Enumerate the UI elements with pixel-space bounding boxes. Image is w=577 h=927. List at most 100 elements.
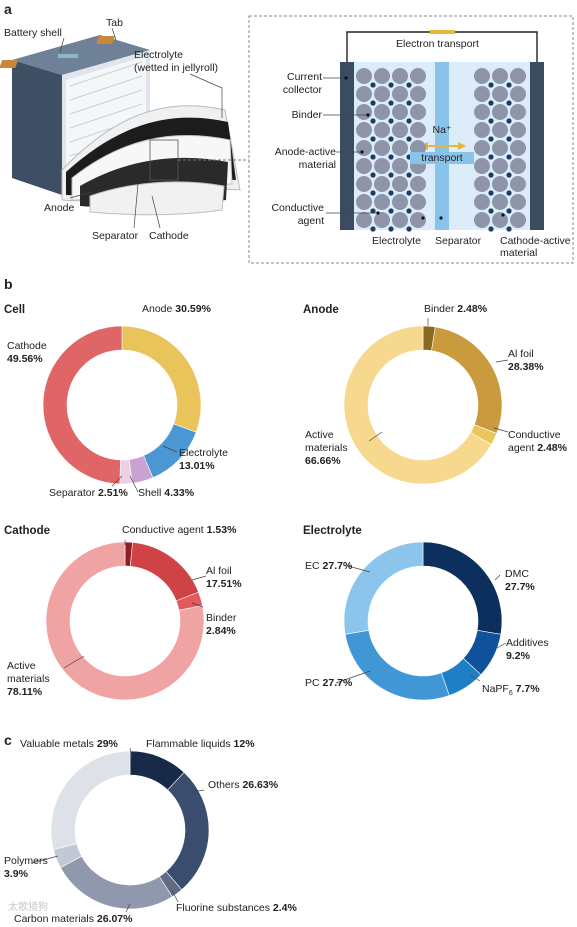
donut-slice-active-materials bbox=[343, 325, 492, 485]
title-cathode: Cathode bbox=[4, 525, 50, 537]
binder-dot bbox=[506, 190, 512, 196]
electrolyte-label-napf6: NaPF6 7.7% bbox=[482, 683, 540, 698]
anode-particle bbox=[374, 104, 390, 120]
donut-slice-carbon-materials bbox=[60, 855, 173, 910]
anode-particle bbox=[356, 104, 372, 120]
cathode-particle bbox=[510, 194, 526, 210]
label-battery-shell: Battery shell bbox=[4, 27, 62, 39]
anode-particle bbox=[374, 176, 390, 192]
label-anode-active-l1: Anode-active bbox=[274, 146, 336, 158]
panel-label-b: b bbox=[4, 276, 13, 292]
donut-leaders bbox=[31, 318, 509, 913]
label-separator-a: Separator bbox=[92, 230, 139, 242]
anode-particle bbox=[392, 158, 408, 174]
binder-dot bbox=[370, 118, 376, 124]
cathode-particle bbox=[492, 212, 508, 228]
anode-particle bbox=[374, 212, 390, 228]
anode-particle bbox=[374, 194, 390, 210]
cathode-particle bbox=[474, 158, 490, 174]
detail-box bbox=[248, 15, 574, 264]
anode-particle bbox=[410, 212, 426, 228]
binder-dot bbox=[506, 136, 512, 142]
anode-particle bbox=[392, 194, 408, 210]
binder-dot bbox=[388, 136, 394, 142]
anode-particle bbox=[392, 104, 408, 120]
anode-particle bbox=[356, 68, 372, 84]
binder-dot bbox=[506, 82, 512, 88]
binder-dot bbox=[388, 190, 394, 196]
cell-label-cathode-name: Cathode bbox=[7, 340, 47, 352]
cathode-current-collector bbox=[530, 62, 544, 230]
cathode-particle bbox=[510, 158, 526, 174]
binder-dot bbox=[388, 100, 394, 106]
binder-dot bbox=[370, 190, 376, 196]
label-anode-active-l2: material bbox=[298, 159, 336, 171]
label-anode-a: Anode bbox=[44, 202, 75, 214]
binder-dot bbox=[488, 118, 494, 124]
anode-particle bbox=[410, 86, 426, 102]
cathode-particle bbox=[492, 122, 508, 138]
cathode-particle bbox=[474, 176, 490, 192]
cathode-label-active-name2: materials bbox=[7, 673, 50, 685]
binder-dot bbox=[370, 136, 376, 142]
cathode-label-alfoil-value: 17.51% bbox=[206, 578, 242, 590]
binder-dot bbox=[370, 226, 376, 232]
binder-dot bbox=[506, 172, 512, 178]
cathode-particle bbox=[510, 176, 526, 192]
label-separator-detail: Separator bbox=[435, 235, 482, 247]
cathode-particle bbox=[474, 140, 490, 156]
label-tab: Tab bbox=[106, 17, 123, 29]
detail-leaders bbox=[323, 77, 378, 214]
donut-charts bbox=[42, 325, 503, 910]
binder-dot bbox=[406, 82, 412, 88]
anode-particle bbox=[356, 212, 372, 228]
anode-particle bbox=[392, 86, 408, 102]
binder-dot bbox=[406, 136, 412, 142]
label-electrolyte-l2: (wetted in jellyroll) bbox=[134, 62, 219, 74]
cell-label-cathode-value: 49.56% bbox=[7, 353, 43, 365]
binder-dot bbox=[488, 136, 494, 142]
cathode-particle bbox=[510, 140, 526, 156]
binder-dot bbox=[506, 208, 512, 214]
binder-dot bbox=[406, 100, 412, 106]
c-label-carbon: Carbon materials 26.07% bbox=[14, 913, 133, 925]
anode-current-collector bbox=[340, 62, 354, 230]
anode-particle bbox=[356, 86, 372, 102]
cathode-particle bbox=[474, 86, 490, 102]
anode-particle bbox=[410, 104, 426, 120]
anode-particle bbox=[410, 194, 426, 210]
anode-label-binder: Binder 2.48% bbox=[424, 303, 488, 315]
c-label-others: Others 26.63% bbox=[208, 779, 279, 791]
donut-slice-dmc bbox=[422, 541, 503, 635]
cathode-particle bbox=[492, 140, 508, 156]
binder-dot bbox=[388, 208, 394, 214]
donut-slice-al-foil bbox=[129, 542, 199, 602]
binder-dot bbox=[388, 154, 394, 160]
anode-label-active-name: Active bbox=[305, 429, 334, 441]
anode-label-alfoil-name: Al foil bbox=[508, 348, 534, 360]
donut-slice-anode bbox=[121, 325, 202, 433]
anode-particle bbox=[374, 86, 390, 102]
cell-label-separator: Separator 2.51% bbox=[49, 487, 128, 499]
anode-label-active-name2: materials bbox=[305, 442, 348, 454]
cell-label-anode: Anode 30.59% bbox=[142, 303, 211, 315]
electrolyte-label-dmc-value: 27.7% bbox=[505, 581, 535, 593]
c-label-polymers-value: 3.9% bbox=[4, 868, 28, 880]
cathode-particle bbox=[510, 122, 526, 138]
binder-dot bbox=[388, 82, 394, 88]
cathode-label-binder-name: Binder bbox=[206, 612, 237, 624]
cathode-particle bbox=[492, 68, 508, 84]
anode-particle bbox=[356, 140, 372, 156]
binder-dot bbox=[406, 118, 412, 124]
binder-dot bbox=[370, 208, 376, 214]
binder-dot bbox=[406, 190, 412, 196]
cell-label-shell: Shell 4.33% bbox=[138, 487, 195, 499]
anode-particle bbox=[392, 176, 408, 192]
electrolyte-label-pc: PC 27.7% bbox=[305, 677, 353, 689]
label-conductive-l2: agent bbox=[297, 215, 324, 227]
anode-particle bbox=[356, 158, 372, 174]
anode-label-active-value: 66.66% bbox=[305, 455, 341, 467]
cathode-particle bbox=[510, 104, 526, 120]
binder-dot bbox=[388, 172, 394, 178]
label-electrolyte-l1: Electrolyte bbox=[134, 49, 184, 61]
